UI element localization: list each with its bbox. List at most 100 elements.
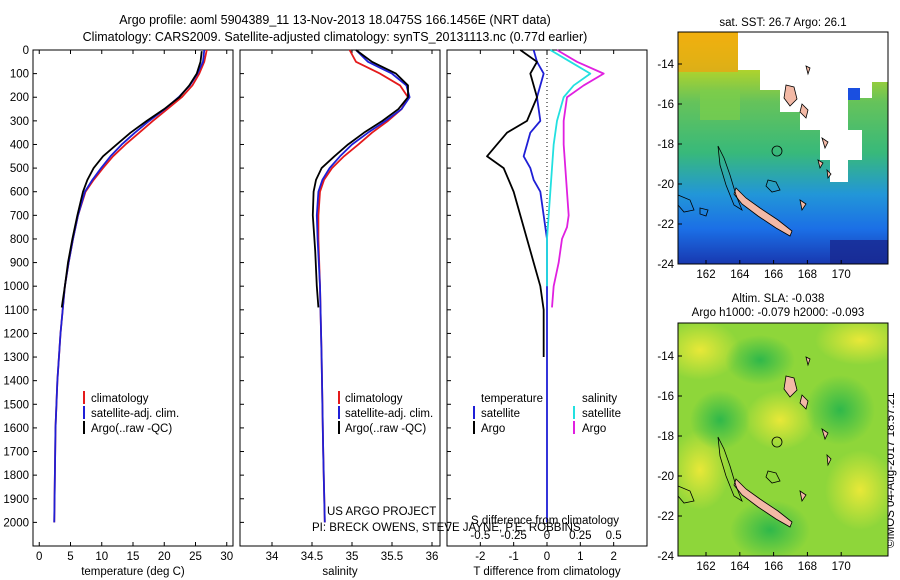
- x-tick-label: 0: [544, 551, 550, 563]
- series-line-climatology: [317, 49, 409, 523]
- x-tick-label: 1: [577, 551, 583, 563]
- x-tick-label: -1: [509, 551, 519, 563]
- depth-tick-label: 400: [10, 139, 29, 151]
- legend-label-t-argo: Argo: [481, 423, 505, 435]
- difference-legend: temperature satellite Argo salinity sate…: [473, 393, 621, 435]
- map-lon-label: 162: [696, 269, 715, 281]
- x-tick-label: 36: [426, 551, 439, 563]
- depth-axis: 0 100 200 300 400 500 600 700 800 900 1000 1100 1200…: [3, 45, 451, 529]
- map-lat-label: -18: [657, 431, 674, 443]
- sla-map-coastline: [677, 356, 832, 528]
- project-label: US ARGO PROJECT: [327, 506, 436, 518]
- sst-map-axes: -14 -16 -18 -20 -22 -24 162 164 166 168 170: [657, 59, 850, 281]
- series-line-argo: [311, 49, 409, 308]
- legend-label-s-satellite: satellite: [582, 408, 621, 420]
- series-line-satellite: [315, 49, 411, 523]
- legend-label-argo: Argo(..raw -QC): [345, 423, 426, 435]
- depth-tick-label: 1100: [4, 305, 29, 317]
- depth-tick-label: 700: [10, 210, 29, 222]
- s-difference-top-label: S difference from climatology: [471, 515, 619, 527]
- x-tick-label: 30: [220, 551, 233, 563]
- s-tick-label: -0.5: [470, 530, 490, 542]
- s-tick-label: 0.25: [569, 530, 591, 542]
- map-lat-label: -24: [657, 259, 674, 271]
- x-tick-label: 10: [95, 551, 108, 563]
- series-line-s-argo: [551, 49, 605, 308]
- legend-label-satellite: satellite-adj. clim.: [91, 408, 179, 420]
- sla-map-field: [678, 323, 888, 556]
- difference-chart: -2 -1 0 1 2 -0.5 -0.25 0 0.25 0.5: [470, 49, 622, 563]
- x-tick-label: 34.5: [301, 551, 323, 563]
- map-lat-label: -14: [657, 59, 674, 71]
- salinity-legend: climatology satellite-adj. clim. Argo(..…: [338, 391, 433, 435]
- x-tick-label: 5: [67, 551, 73, 563]
- depth-tick-label: 1300: [3, 352, 29, 364]
- map-lon-label: 170: [832, 561, 851, 573]
- sst-map-frame: [677, 31, 889, 265]
- s-tick-label: 0.5: [606, 530, 622, 542]
- temperature-chart: 0 5 10 15 20 25 30: [36, 49, 233, 563]
- temperature-x-label: temperature (deg C): [81, 566, 185, 578]
- salinity-x-label: salinity: [322, 566, 357, 578]
- map-lon-label: 166: [764, 561, 783, 573]
- x-tick-label: 15: [127, 551, 140, 563]
- depth-tick-label: 500: [10, 163, 29, 175]
- depth-tick-label: 1500: [3, 399, 29, 411]
- depth-tick-label: 300: [10, 116, 29, 128]
- legend-label-argo: Argo(..raw -QC): [91, 423, 172, 435]
- temperature-legend: climatology satellite-adj. clim. Argo(..…: [83, 391, 179, 435]
- depth-tick-label: 1200: [3, 328, 29, 340]
- series-line-climatology: [53, 49, 208, 523]
- s-tick-label: 0: [544, 530, 550, 542]
- legend-label-climatology: climatology: [91, 393, 149, 405]
- map-lon-label: 170: [832, 269, 851, 281]
- sst-map-coastline: [677, 65, 832, 237]
- map-lat-label: -24: [657, 551, 674, 563]
- x-tick-label: 25: [189, 551, 202, 563]
- sla-map-axes: -14 -16 -18 -20 -22 -24 162 164 166 168 170: [657, 351, 850, 573]
- x-tick-label: -2: [475, 551, 485, 563]
- legend-label-s-argo: Argo: [582, 423, 606, 435]
- salinity-chart: 34 34.5 35 35.5 36: [266, 49, 439, 563]
- series-line-t-argo: [486, 49, 545, 358]
- series-line-s-satellite: [546, 49, 592, 287]
- title-line-2: Climatology: CARS2009. Satellite-adjuste…: [83, 30, 588, 44]
- sst-map-title: sat. SST: 26.7 Argo: 26.1: [719, 17, 846, 29]
- map-lon-label: 168: [798, 561, 817, 573]
- map-lat-label: -14: [657, 351, 674, 363]
- legend-title-temperature: temperature: [481, 393, 543, 405]
- depth-tick-label: 600: [10, 187, 29, 199]
- depth-tick-label: 800: [10, 234, 29, 246]
- x-tick-label: 35: [346, 551, 359, 563]
- map-lat-label: -22: [657, 219, 674, 231]
- title-line-1: Argo profile: aoml 5904389_11 13-Nov-201…: [119, 13, 551, 27]
- map-lon-label: 168: [798, 269, 817, 281]
- depth-tick-label: 100: [10, 69, 29, 81]
- map-lat-label: -22: [657, 511, 674, 523]
- map-lat-label: -16: [657, 391, 674, 403]
- x-tick-label: 20: [158, 551, 171, 563]
- map-lon-label: 164: [730, 269, 750, 281]
- depth-tick-label: 1600: [3, 423, 29, 435]
- x-tick-label: 2: [610, 551, 616, 563]
- pi-label: PI: BRECK OWENS, STEVE JAYNE, P.E. ROBBI…: [312, 522, 581, 534]
- salinity-plot-frame: [239, 49, 441, 547]
- depth-tick-label: 1400: [3, 376, 29, 388]
- map-lon-label: 166: [764, 269, 783, 281]
- sla-map-subtitle: Argo h1000: -0.079 h2000: -0.093: [692, 307, 865, 319]
- depth-tick-label: 1900: [3, 494, 29, 506]
- depth-tick-label: 200: [10, 92, 29, 104]
- map-lat-label: -16: [657, 99, 674, 111]
- map-lat-label: -20: [657, 179, 674, 191]
- map-lat-label: -20: [657, 471, 674, 483]
- series-line-satellite: [53, 49, 206, 523]
- sla-map-frame: [677, 322, 889, 557]
- series-line-argo: [60, 51, 203, 308]
- depth-tick-label: 2000: [3, 517, 29, 529]
- depth-tick-label: 1800: [3, 470, 29, 482]
- map-lon-label: 164: [730, 561, 750, 573]
- map-lon-label: 162: [696, 561, 715, 573]
- legend-label-satellite: satellite-adj. clim.: [345, 408, 433, 420]
- depth-tick-label: 0: [23, 45, 29, 57]
